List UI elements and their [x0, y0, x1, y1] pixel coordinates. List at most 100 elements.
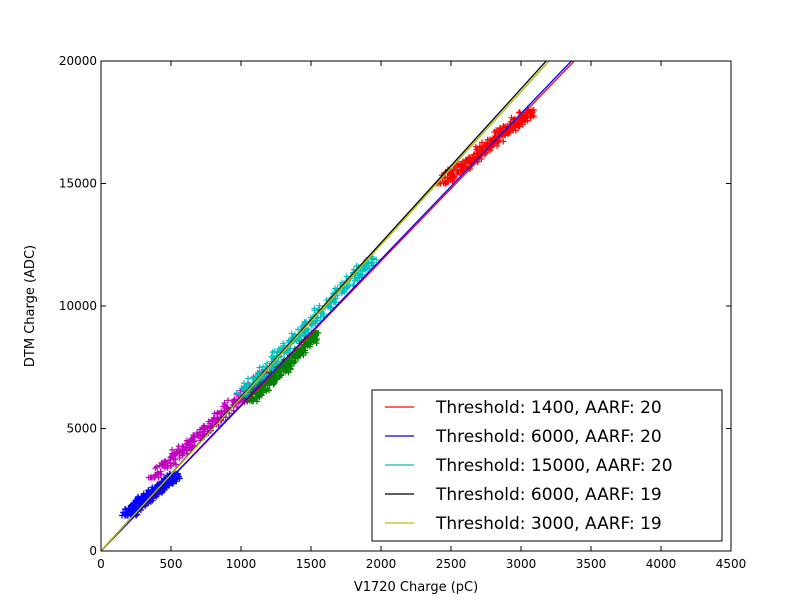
- scatter-point: [179, 452, 186, 459]
- legend: Threshold: 1400, AARF: 20 Threshold: 6000…: [371, 389, 723, 542]
- scatter-point: [233, 390, 240, 397]
- scatter-point: [309, 333, 316, 340]
- scatter-point: [470, 151, 477, 158]
- x-axis: 0 500 1000 1500 2000 2500 3000 3500 4000 4500: [97, 61, 746, 571]
- scatter-point: [493, 127, 500, 134]
- scatter-point: [476, 143, 483, 150]
- scatter-point: [271, 348, 278, 355]
- y-tick-label: 10000: [59, 299, 97, 313]
- scatter-point: [479, 139, 486, 146]
- legend-label: Threshold: 3000, AARF: 19: [435, 514, 662, 534]
- x-tick-label: 3500: [576, 557, 607, 571]
- scatter-point: [497, 124, 504, 131]
- scatter-point: [167, 454, 174, 461]
- y-tick-label: 15000: [59, 177, 97, 191]
- scatter-point: [524, 113, 531, 120]
- plot-area: [101, 61, 575, 551]
- scatter-point: [256, 364, 263, 371]
- scatter-point: [173, 450, 180, 457]
- scatter-point: [187, 443, 194, 450]
- scatter-point: [211, 410, 218, 417]
- scatter-point: [122, 506, 129, 513]
- x-tick-label: 1000: [226, 557, 257, 571]
- legend-label: Threshold: 6000, AARF: 19: [435, 485, 662, 505]
- scatter-point: [307, 341, 314, 348]
- scatter-point: [314, 314, 321, 321]
- scatter-point: [440, 180, 447, 187]
- x-axis-label: V1720 Charge (pC): [354, 580, 478, 595]
- legend-label: Threshold: 15000, AARF: 20: [435, 456, 673, 476]
- legend-label: Threshold: 6000, AARF: 20: [435, 427, 662, 447]
- scatter-point: [133, 505, 140, 512]
- scatter-point: [191, 438, 198, 445]
- scatter-point: [483, 142, 490, 149]
- y-tick-label: 0: [89, 544, 97, 558]
- scatter-point: [473, 148, 480, 155]
- x-tick-label: 0: [97, 557, 105, 571]
- scatter-point: [139, 495, 146, 502]
- scatter-point: [280, 340, 287, 347]
- scatter-point: [182, 441, 189, 448]
- scatter-point: [157, 468, 164, 475]
- scatter-point: [450, 170, 457, 177]
- y-tick-label: 5000: [66, 422, 97, 436]
- scatter-point: [183, 444, 190, 451]
- scatter-point: [277, 344, 284, 351]
- scatter-point: [352, 275, 359, 282]
- scatter-point: [288, 330, 295, 337]
- scatter-point: [135, 497, 142, 504]
- scatter-point: [154, 469, 161, 476]
- legend-label: Threshold: 1400, AARF: 20: [435, 398, 662, 418]
- scatter-point: [274, 349, 281, 356]
- scatter-point: [190, 432, 197, 439]
- scatter-point: [368, 260, 375, 267]
- x-tick-label: 4000: [646, 557, 677, 571]
- x-tick-label: 2000: [366, 557, 397, 571]
- scatter-point: [264, 360, 271, 367]
- scatter-point: [500, 138, 507, 145]
- legend-box: [371, 389, 723, 542]
- scatter-point: [272, 372, 279, 379]
- scatter-point: [318, 309, 325, 316]
- scatter-point: [266, 382, 273, 389]
- scatter-point: [175, 473, 182, 480]
- scatter-point: [153, 463, 160, 470]
- scatter-point: [241, 380, 248, 387]
- scatter-point: [311, 329, 318, 336]
- scatter-point: [443, 178, 450, 185]
- scatter-point: [459, 167, 466, 174]
- scatter-point: [173, 478, 180, 485]
- x-tick-label: 500: [160, 557, 183, 571]
- x-tick-label: 2500: [436, 557, 467, 571]
- scatter-point: [501, 124, 508, 131]
- scatter-point: [311, 305, 318, 312]
- scatter-point: [167, 459, 174, 466]
- scatter-point: [130, 508, 137, 515]
- scatter-point: [225, 397, 232, 404]
- scatter-point: [516, 120, 523, 127]
- scatter-point: [179, 449, 186, 456]
- scatter-point: [373, 256, 380, 263]
- series-line-4: [101, 61, 550, 551]
- scatter-point: [221, 401, 228, 408]
- scatter-point: [530, 107, 537, 113]
- y-axis-label: DTM Charge (ADC): [23, 245, 38, 367]
- y-tick-label: 20000: [59, 54, 97, 68]
- scatter-point: [463, 157, 470, 164]
- x-tick-label: 1500: [296, 557, 327, 571]
- scatter-point: [180, 444, 187, 451]
- x-tick-label: 3000: [506, 557, 537, 571]
- scatter-point: [214, 416, 221, 423]
- scatter-point: [264, 385, 271, 392]
- scatter-point: [273, 375, 280, 382]
- scatter-point: [325, 304, 332, 311]
- scatter-point: [195, 431, 202, 438]
- scatter-point: [200, 432, 207, 439]
- scatter-point: [459, 162, 466, 169]
- scatter-point: [314, 336, 321, 343]
- scatter-point: [316, 302, 323, 309]
- scatter-point: [331, 297, 338, 304]
- scatter-point: [289, 357, 296, 364]
- scatter-point: [528, 111, 535, 118]
